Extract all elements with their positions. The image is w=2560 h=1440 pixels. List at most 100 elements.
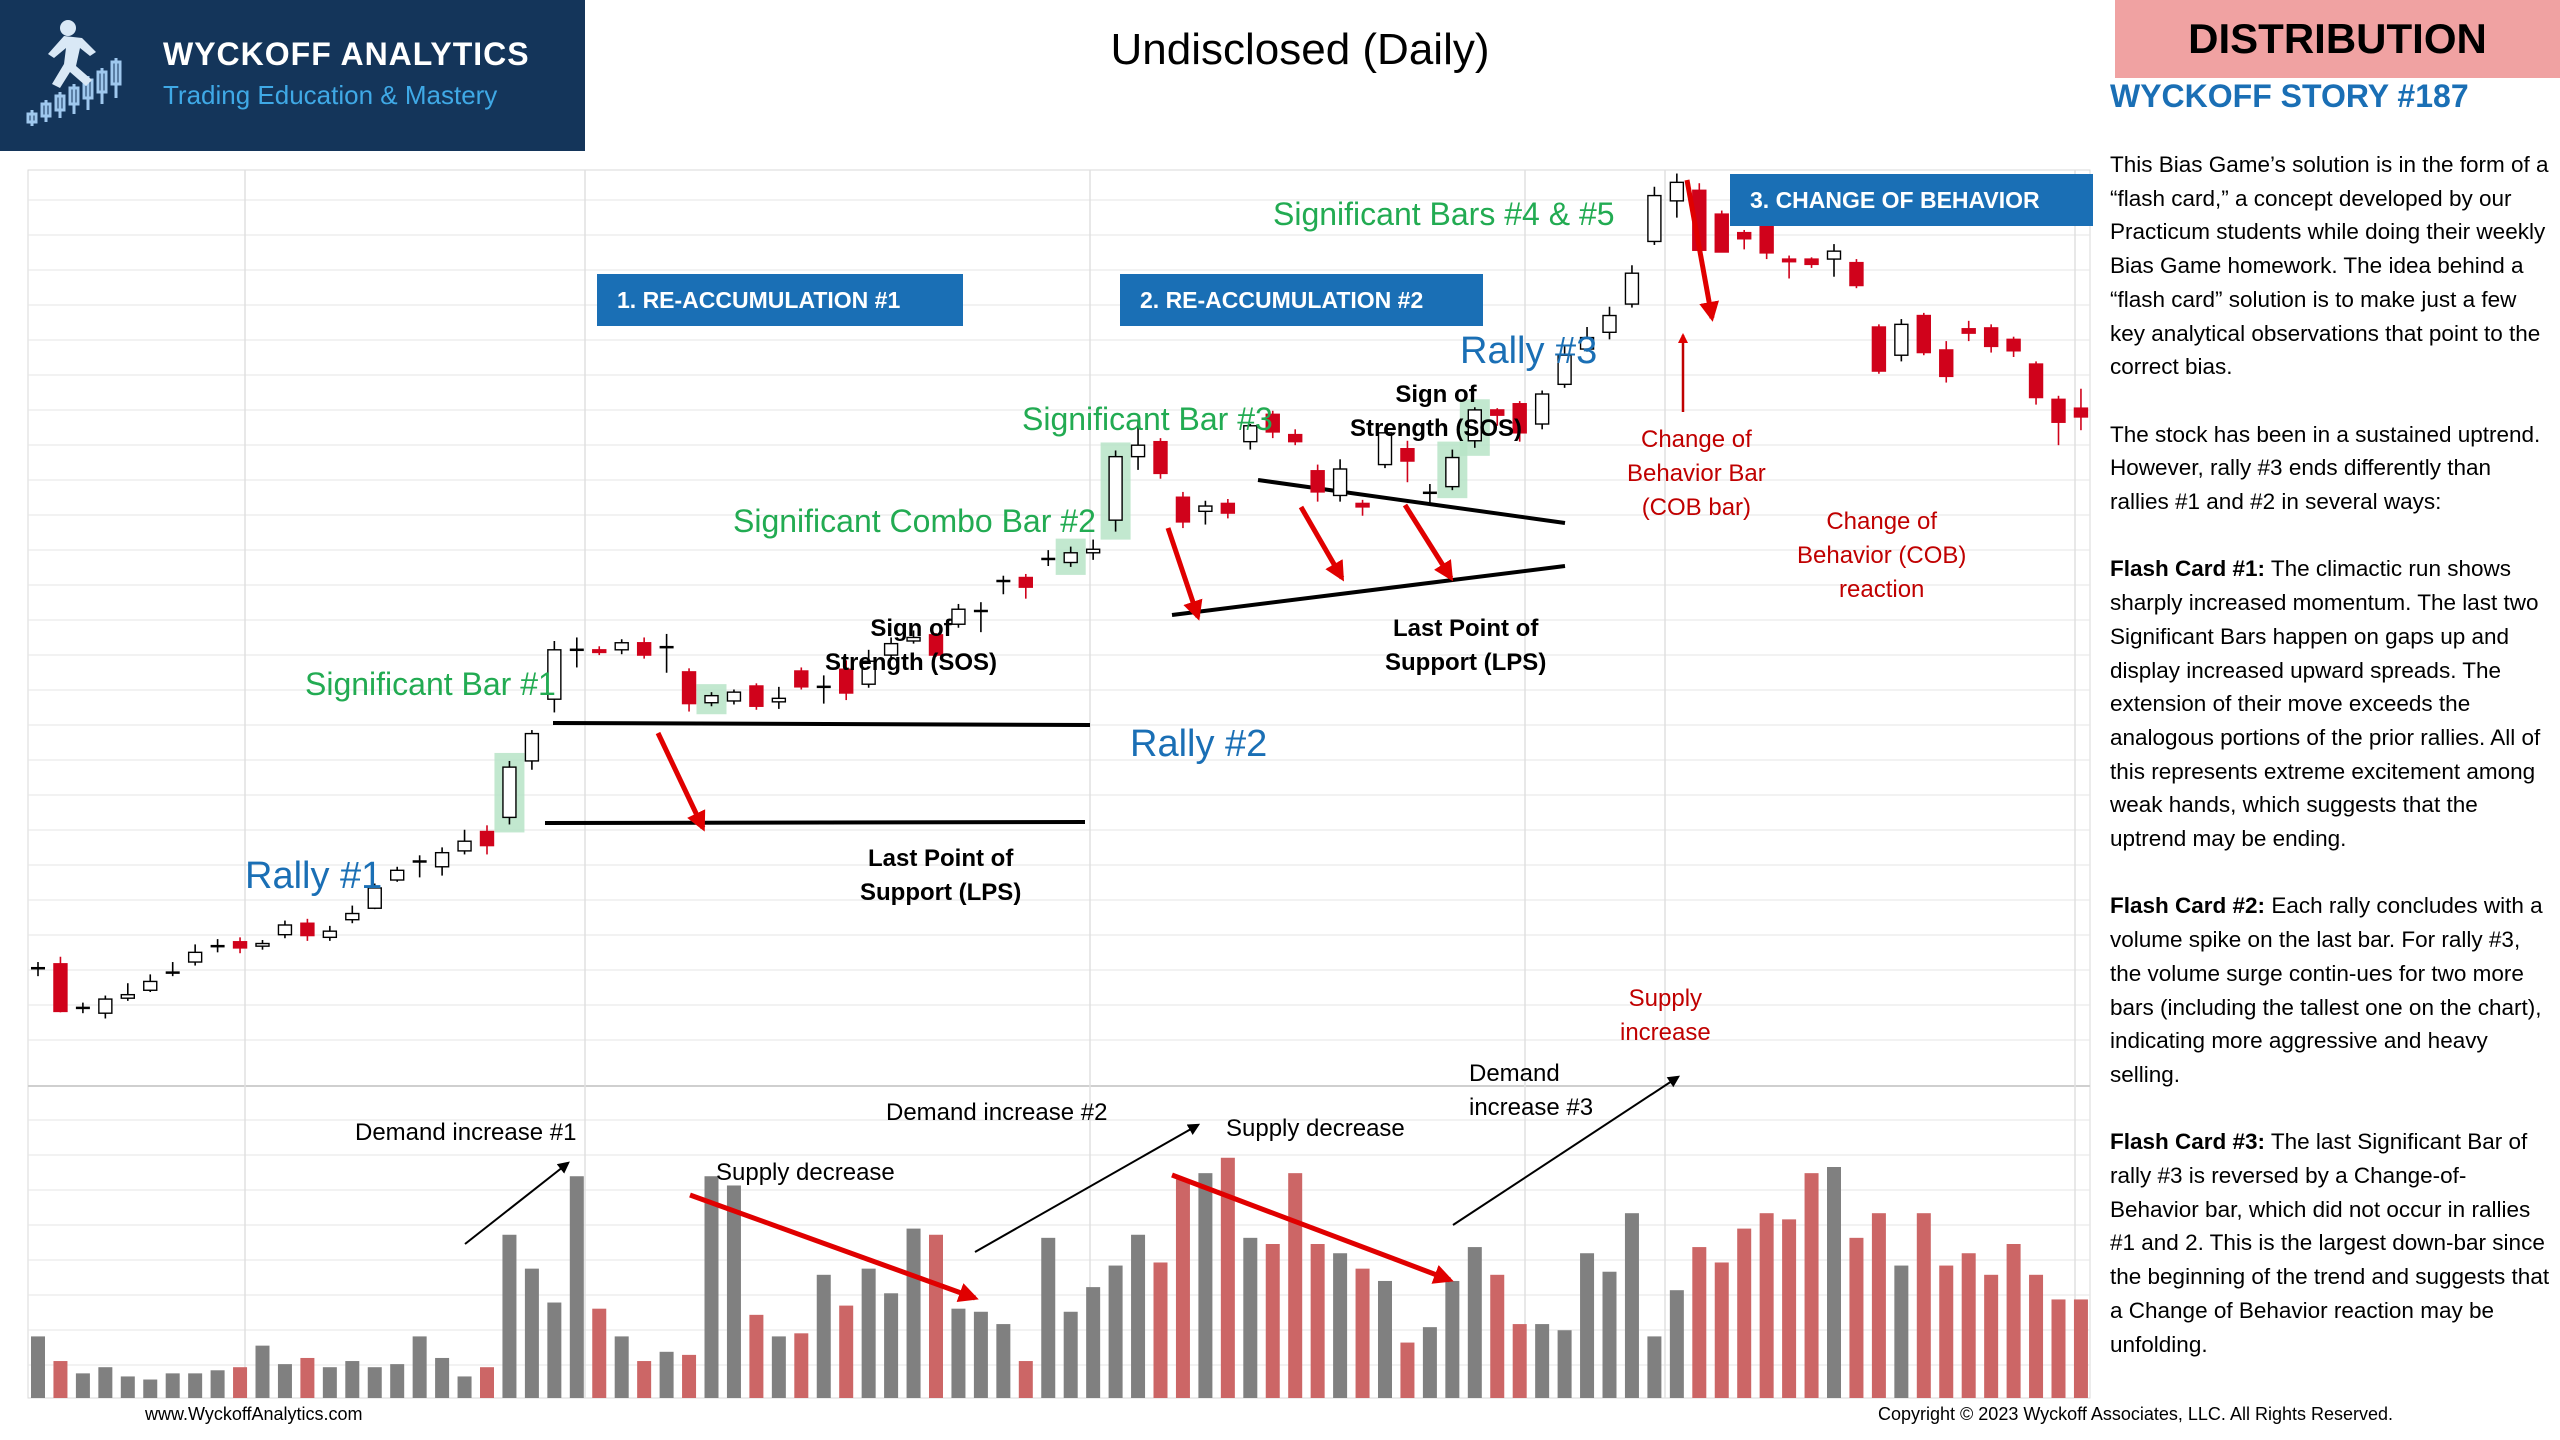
volume-bar: [1355, 1268, 1370, 1398]
cob-bar-label-line1: Change of: [1640, 426, 1752, 453]
cob-bar-label-line2: Behavior Bar: [1627, 460, 1766, 487]
candle-body: [187, 951, 203, 963]
sos-label-2-line2: Strength (SOS): [1350, 415, 1522, 442]
volume-bar: [367, 1367, 382, 1398]
volume-bar: [143, 1379, 158, 1398]
cob-reaction-label: Change of Behavior (COB) reaction: [1797, 505, 1966, 607]
flash-card-1-body: The climactic run shows sharply increase…: [2110, 556, 2541, 852]
supply-decrease-label-2: Supply decrease: [1226, 1115, 1405, 1142]
demand-increase-1-label: Demand increase #1: [355, 1119, 577, 1146]
phase-reaccumulation-1: 1. RE-ACCUMULATION #1: [597, 274, 963, 326]
candle-body: [1063, 552, 1078, 564]
triangle-upper-line: [1257, 478, 1566, 525]
volume-bar: [412, 1336, 427, 1398]
candle-body: [1310, 470, 1325, 493]
candle-body: [1108, 455, 1123, 521]
demand1-arrow: [464, 1161, 570, 1245]
volume-bar: [1669, 1290, 1684, 1398]
volume-bar: [233, 1367, 248, 1398]
candle-body: [367, 887, 382, 909]
volume-bars: [31, 1157, 2088, 1398]
candle-body: [390, 869, 405, 881]
volume-bar: [1782, 1219, 1797, 1398]
candle-body: [861, 660, 876, 685]
candle-body: [2051, 398, 2066, 423]
volume-bar: [1535, 1324, 1550, 1398]
annotation-arrows: [464, 179, 1719, 1302]
significant-bars-4-5-label: Significant Bars #4 & #5: [1273, 196, 1615, 232]
volume-bar: [1063, 1311, 1078, 1398]
candle-body: [681, 671, 697, 705]
candle-body: [1018, 576, 1033, 588]
volume-bar: [1939, 1265, 1954, 1398]
candle-body: [1445, 456, 1460, 488]
candle-body: [951, 608, 966, 625]
volume-bar: [637, 1361, 652, 1398]
volume-bar: [2006, 1244, 2021, 1398]
distribution-badge: DISTRIBUTION: [2115, 0, 2560, 78]
volume-bar: [1512, 1324, 1527, 1398]
volume-bar: [1018, 1361, 1033, 1398]
candle-body: [1624, 272, 1640, 305]
volume-bar: [1333, 1253, 1348, 1398]
candle-body: [614, 642, 629, 651]
volume-bar: [277, 1364, 292, 1398]
candle-body: [1894, 323, 1909, 356]
volume-bar: [1759, 1213, 1774, 1398]
candle-body: [1332, 468, 1348, 497]
lps-label-1-line1: Last Point of: [867, 845, 1014, 872]
phase-change-of-behavior: 3. CHANGE OF BEHAVIOR: [1730, 174, 2093, 226]
flash-card-1-head: Flash Card #1:: [2110, 556, 2266, 582]
cob-reaction-label-line2: Behavior (COB): [1797, 542, 1967, 569]
volume-bar: [165, 1373, 180, 1398]
chart-frame: [27, 169, 2091, 1399]
demand-increase-3-line1: Demand: [1469, 1060, 1560, 1087]
volume-bar: [1310, 1244, 1325, 1398]
company-tagline: Trading Education & Mastery: [163, 80, 498, 110]
pullback-arrow-4: [1402, 503, 1454, 582]
volume-bar: [188, 1373, 203, 1398]
candle-body: [479, 830, 495, 847]
candle-body: [98, 998, 113, 1014]
candle-body: [457, 840, 472, 852]
volume-bar: [973, 1311, 988, 1398]
sos-label-2-line1: Sign of: [1395, 381, 1477, 408]
volume-bar: [1557, 1330, 1572, 1398]
volume-bar: [771, 1336, 786, 1398]
volume-bar: [1378, 1280, 1392, 1398]
volume-bar: [1131, 1234, 1146, 1398]
volume-bar: [390, 1364, 405, 1398]
candle-body: [1400, 448, 1415, 462]
candle-body: [1871, 326, 1887, 372]
volume-bar: [1827, 1167, 1841, 1398]
candle-body: [1579, 336, 1595, 350]
candle-body: [1557, 354, 1572, 386]
candle-body: [1961, 328, 1976, 334]
volume-bar: [614, 1336, 629, 1398]
candle-body: [1512, 403, 1527, 434]
volume-bar: [300, 1357, 315, 1398]
trading-range-lines: [544, 478, 1566, 825]
supply-increase-line2: increase: [1620, 1019, 1711, 1046]
candle-body: [345, 912, 360, 921]
flash-card-3: Flash Card #3: The last Significant Bar …: [2110, 1125, 2550, 1361]
volume-bar: [861, 1268, 876, 1398]
volume-bar: [53, 1361, 68, 1398]
pullback-arrow-1: [655, 731, 706, 832]
flash-card-1: Flash Card #1: The climactic run shows s…: [2110, 552, 2550, 855]
supply-decrease-label-1: Supply decrease: [716, 1159, 895, 1186]
candle-body: [1220, 502, 1236, 514]
candle-body: [120, 993, 136, 999]
volume-bar: [457, 1376, 472, 1398]
candle-body: [1265, 413, 1280, 433]
supply-increase-line1: Supply: [1628, 985, 1703, 1012]
volume-bar: [75, 1373, 90, 1398]
price-volume-chart: [27, 169, 2091, 1399]
range1-support-line: [544, 820, 1086, 825]
volume-bar: [1737, 1228, 1752, 1398]
volume-bar: [2073, 1299, 2088, 1398]
significant-bar-3-label: Significant Bar #3: [1022, 401, 1273, 437]
candle-body: [726, 691, 742, 702]
cob-reaction-label-line3: reaction: [1839, 576, 1925, 603]
significant-combo-bar-2-label: Significant Combo Bar #2: [733, 503, 1096, 539]
